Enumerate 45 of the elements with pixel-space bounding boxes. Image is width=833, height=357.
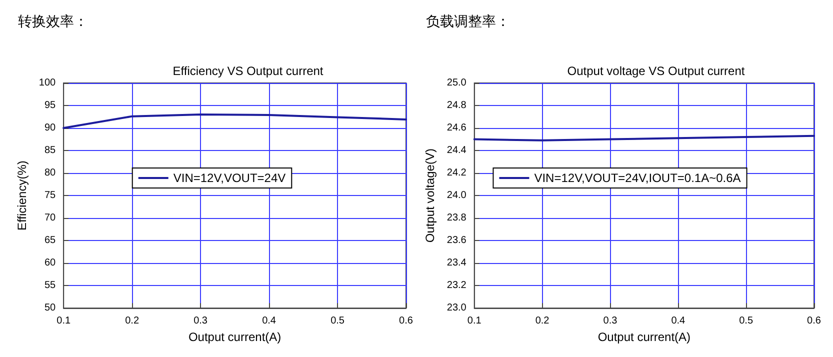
y-tick-label: 90 <box>44 122 56 134</box>
chart-title: 转换效率： <box>18 14 88 30</box>
x-tick-label: 0.3 <box>194 316 208 327</box>
x-tick-label: 0.1 <box>56 316 71 327</box>
y-tick-label: 50 <box>44 302 56 314</box>
x-tick-label: 0.4 <box>671 316 686 327</box>
y-tick-label: 23.8 <box>446 212 467 224</box>
y-tick-label: 80 <box>44 168 56 179</box>
y-tick-label: 60 <box>44 258 56 269</box>
y-tick-label: 23.6 <box>446 235 467 246</box>
x-tick-label: 0.1 <box>467 316 482 327</box>
y-tick-label: 24.6 <box>446 122 467 134</box>
y-tick-label: 85 <box>44 145 56 156</box>
chart-subtitle: Efficiency VS Output current <box>172 64 324 78</box>
x-tick-label: 0.3 <box>603 316 618 327</box>
x-tick-label: 0.2 <box>535 316 550 327</box>
y-tick-label: 55 <box>44 280 56 292</box>
y-tick-label: 24.2 <box>446 168 467 179</box>
y-tick-label: 25.0 <box>446 78 467 88</box>
y-tick-label: 65 <box>44 235 56 246</box>
chart-title: 负载调整率： <box>426 14 510 30</box>
x-tick-label: 0.2 <box>125 316 140 327</box>
y-tick-label: 100 <box>38 78 56 88</box>
y-axis-title: Efficiency(%) <box>15 160 29 230</box>
y-tick-label: 70 <box>44 212 56 224</box>
y-tick-label: 24.8 <box>446 100 467 112</box>
x-axis-title: Output current(A) <box>598 330 691 344</box>
y-tick-label: 23.2 <box>446 280 467 292</box>
x-axis-title: Output current(A) <box>188 330 282 344</box>
x-tick-label: 0.5 <box>330 316 345 327</box>
x-tick-label: 0.5 <box>739 316 754 327</box>
y-tick-label: 23.0 <box>446 302 467 314</box>
y-tick-label: 95 <box>44 100 56 112</box>
legend-label: VIN=12V,VOUT=24V <box>173 171 286 185</box>
x-tick-label: 0.6 <box>807 316 822 327</box>
x-tick-label: 0.4 <box>262 316 276 327</box>
y-tick-label: 24.4 <box>446 145 467 156</box>
legend-label: VIN=12V,VOUT=24V,IOUT=0.1A~0.6A <box>534 171 741 185</box>
x-tick-label: 0.6 <box>399 316 414 327</box>
chart-subtitle: Output voltage VS Output current <box>567 64 746 78</box>
y-axis-title: Output voltage(V) <box>423 148 437 243</box>
y-tick-label: 23.4 <box>446 258 467 269</box>
y-tick-label: 24.0 <box>446 190 467 202</box>
y-tick-label: 75 <box>44 190 56 202</box>
line-series <box>62 114 407 130</box>
